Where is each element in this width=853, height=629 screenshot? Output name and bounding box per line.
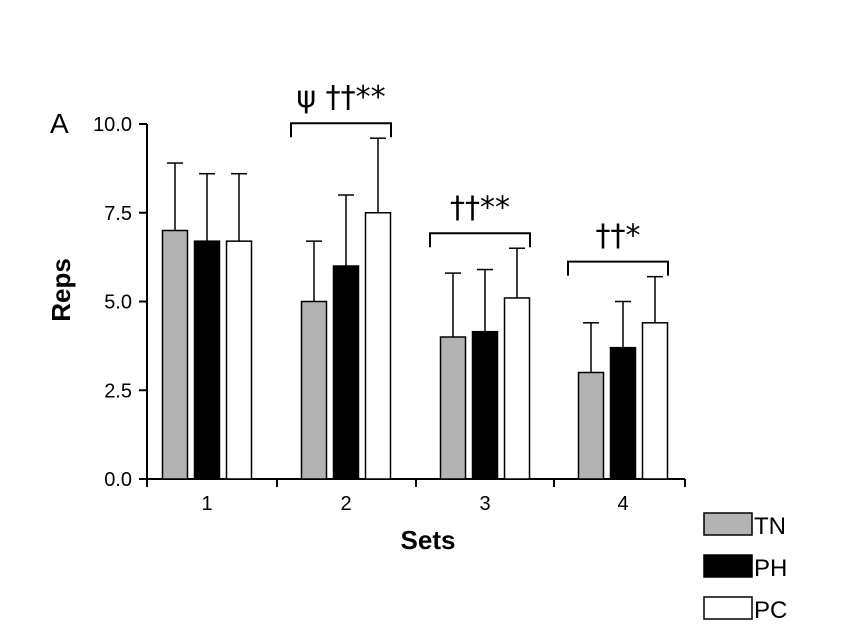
significance-bracket bbox=[429, 232, 531, 248]
legend-swatch-pc bbox=[703, 596, 753, 620]
y-tick-label: 7.5 bbox=[104, 203, 132, 225]
x-tick-label: 2 bbox=[340, 493, 351, 515]
bar-pc bbox=[503, 297, 531, 480]
panel-label: A bbox=[50, 108, 69, 139]
x-axis-title: Sets bbox=[401, 525, 456, 555]
legend-swatch-ph bbox=[703, 554, 753, 578]
legend: TN PH PC bbox=[703, 512, 787, 624]
bar-tn bbox=[577, 371, 605, 480]
y-tick-label: 5.0 bbox=[104, 292, 132, 314]
legend-swatch-tn bbox=[703, 512, 753, 536]
significance-annotation: ††** bbox=[450, 190, 510, 225]
bar-ph bbox=[609, 346, 637, 480]
significance-bracket bbox=[290, 122, 392, 138]
y-tick-label: 10.0 bbox=[93, 114, 132, 136]
bar-tn bbox=[300, 300, 328, 480]
x-tick-label: 3 bbox=[479, 493, 490, 515]
y-tick-label: 2.5 bbox=[104, 380, 132, 402]
significance-annotation: ††* bbox=[596, 219, 641, 254]
legend-label-pc: PC bbox=[754, 597, 787, 624]
legend-label-tn: TN bbox=[754, 513, 786, 540]
bar-tn bbox=[439, 336, 467, 480]
legend-label-ph: PH bbox=[754, 555, 787, 582]
plot-area: 0.0 2.5 5.0 7.5 10.0 1 2 3 4 ψ ††** ††** ††* bbox=[93, 80, 686, 515]
x-tick-label: 4 bbox=[617, 493, 628, 515]
bar-tn bbox=[161, 229, 189, 480]
bar-pc bbox=[641, 322, 669, 480]
bar-pc bbox=[225, 240, 253, 480]
bar-ph bbox=[471, 330, 499, 480]
bar-ph bbox=[332, 265, 360, 480]
x-tick-label: 1 bbox=[201, 493, 212, 515]
y-tick-label: 0.0 bbox=[104, 469, 132, 491]
significance-bracket bbox=[567, 260, 669, 276]
bar-ph bbox=[193, 240, 221, 480]
significance-annotation: ψ ††** bbox=[296, 80, 385, 115]
y-axis-title: Reps bbox=[46, 258, 76, 322]
bar-pc bbox=[364, 212, 392, 480]
